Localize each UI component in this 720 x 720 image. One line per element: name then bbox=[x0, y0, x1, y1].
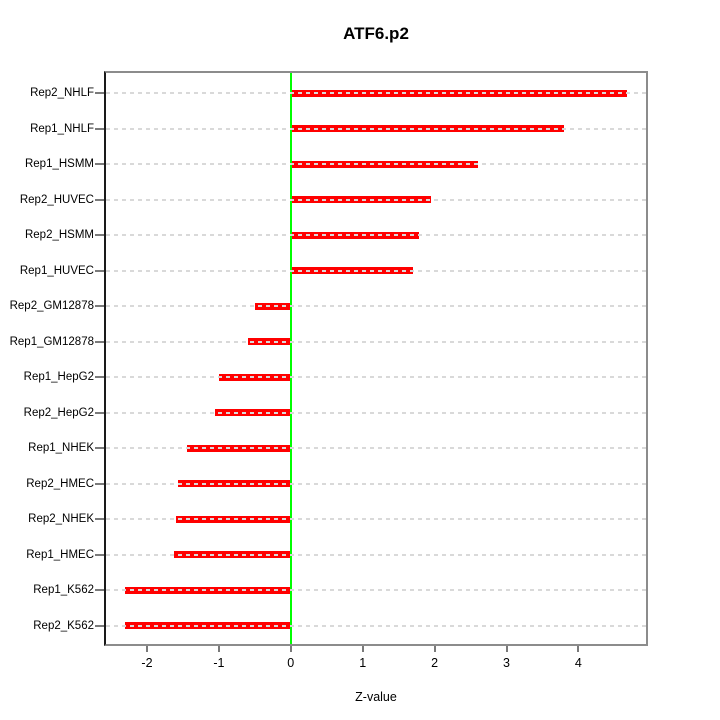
y-tick bbox=[95, 376, 104, 378]
y-label-Rep2_HUVEC: Rep2_HUVEC bbox=[19, 193, 94, 206]
y-axis-ticks bbox=[95, 73, 104, 644]
x-tick-label-1: 1 bbox=[359, 656, 367, 670]
y-tick bbox=[95, 269, 104, 272]
x-tick-label-2: 2 bbox=[431, 656, 439, 670]
y-tick bbox=[95, 163, 104, 165]
y-label-Rep1_HepG2: Rep1_HepG2 bbox=[23, 371, 94, 383]
y-label-Rep1_HSMM: Rep1_HSMM bbox=[24, 158, 94, 170]
y-label-Rep1_NHLF: Rep1_NHLF bbox=[30, 122, 94, 135]
row-gridline bbox=[106, 234, 646, 236]
x-tick-label--2: -2 bbox=[141, 656, 153, 670]
x-tick bbox=[433, 646, 436, 652]
y-label-Rep1_GM12878: Rep1_GM12878 bbox=[9, 335, 94, 348]
row-gridline bbox=[106, 92, 646, 94]
plot-area bbox=[104, 71, 648, 646]
x-tick-label--1: -1 bbox=[213, 656, 225, 670]
row-gridline bbox=[106, 269, 646, 272]
y-label-Rep2_HSMM: Rep2_HSMM bbox=[24, 229, 94, 241]
y-label-Rep1_HUVEC: Rep1_HUVEC bbox=[19, 264, 94, 277]
row-gridline bbox=[106, 447, 646, 449]
row-gridline bbox=[106, 553, 646, 556]
row-gridline bbox=[106, 340, 646, 343]
y-tick bbox=[95, 305, 104, 307]
x-tick-label-3: 3 bbox=[503, 656, 510, 670]
x-axis-title: Z-value bbox=[355, 690, 397, 704]
x-tick-label-0: 0 bbox=[287, 656, 295, 670]
x-tick bbox=[505, 646, 508, 652]
row-gridline bbox=[106, 411, 646, 414]
y-axis-labels: Rep2_NHLF Rep1_NHLF Rep1_HSMM Rep2_HUVEC Rep… bbox=[0, 73, 94, 644]
chart-title: ATF6.p2 bbox=[343, 24, 409, 43]
y-tick bbox=[95, 447, 104, 449]
x-tick bbox=[361, 646, 364, 652]
row-gridline bbox=[106, 198, 646, 201]
row-gridline bbox=[106, 624, 646, 627]
zero-reference-line bbox=[289, 73, 292, 644]
y-tick bbox=[95, 624, 104, 627]
y-tick bbox=[95, 340, 104, 343]
y-label-Rep1_HMEC: Rep1_HMEC bbox=[26, 548, 94, 561]
row-gridline bbox=[106, 376, 646, 378]
y-label-Rep2_HMEC: Rep2_HMEC bbox=[26, 477, 94, 490]
row-gridline bbox=[106, 163, 646, 165]
y-tick bbox=[95, 482, 104, 485]
y-tick bbox=[95, 127, 104, 130]
y-label-Rep2_NHLF: Rep2_NHLF bbox=[30, 87, 94, 99]
y-label-Rep2_GM12878: Rep2_GM12878 bbox=[9, 300, 94, 312]
x-tick bbox=[145, 646, 148, 652]
row-gridline bbox=[106, 305, 646, 307]
y-tick bbox=[95, 553, 104, 556]
y-tick bbox=[95, 518, 104, 520]
x-axis: -2 -1 0 1 2 3 4 bbox=[106, 646, 646, 706]
x-tick-label-4: 4 bbox=[574, 656, 582, 670]
y-label-Rep2_HepG2: Rep2_HepG2 bbox=[23, 406, 94, 419]
y-tick bbox=[95, 92, 104, 94]
row-gridline bbox=[106, 127, 646, 130]
y-label-Rep1_NHEK: Rep1_NHEK bbox=[28, 442, 94, 454]
x-tick bbox=[577, 646, 580, 652]
row-gridline bbox=[106, 482, 646, 485]
y-tick bbox=[95, 198, 104, 201]
y-tick bbox=[95, 234, 104, 236]
y-label-Rep2_NHEK: Rep2_NHEK bbox=[28, 513, 94, 525]
y-tick bbox=[95, 411, 104, 414]
y-label-Rep2_K562: Rep2_K562 bbox=[33, 619, 94, 632]
y-label-Rep1_K562: Rep1_K562 bbox=[33, 584, 94, 596]
x-tick bbox=[289, 646, 292, 652]
row-gridline bbox=[106, 589, 646, 591]
y-tick bbox=[95, 589, 104, 591]
x-tick bbox=[217, 646, 220, 652]
row-gridline bbox=[106, 518, 646, 520]
